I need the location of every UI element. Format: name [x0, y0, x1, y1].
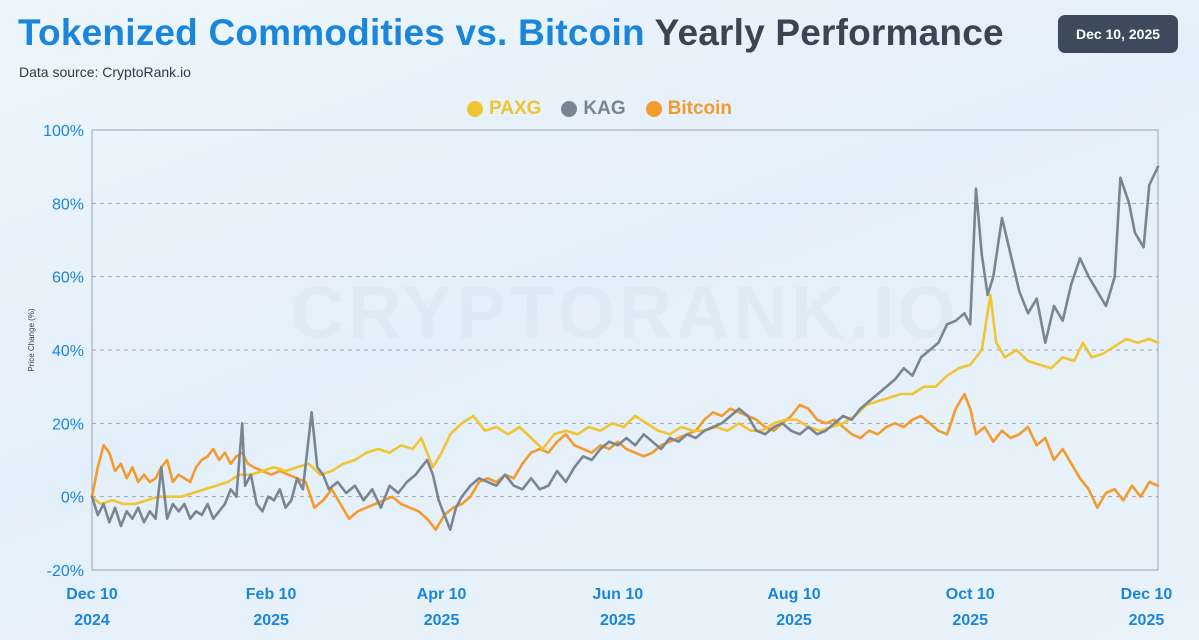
series-line-bitcoin [90, 392, 1160, 532]
y-tick-label: 80% [52, 196, 84, 213]
x-tick-year: 2025 [253, 612, 289, 629]
y-axis-label: Price Change (%) [27, 308, 36, 371]
y-tick-label: -20% [47, 563, 84, 580]
x-tick-year: 2024 [74, 612, 110, 629]
x-tick-label: Feb 10 [246, 586, 297, 603]
legend-label-kag: KAG [583, 98, 626, 119]
y-tick-label: 60% [52, 270, 84, 287]
legend-item-kag: KAG [561, 98, 626, 120]
chart-legend: PAXG KAG Bitcoin [0, 98, 1199, 120]
y-tick-label: 40% [52, 343, 84, 360]
x-tick-label: Apr 10 [417, 586, 467, 603]
series-line-paxg [90, 293, 1160, 506]
x-tick-year: 2025 [600, 612, 636, 629]
x-tick-label: Jun 10 [592, 586, 643, 603]
legend-dot-kag [561, 101, 578, 117]
data-source: Data source: CryptoRank.io [19, 64, 191, 80]
legend-item-bitcoin: Bitcoin [645, 98, 733, 120]
x-tick-year: 2025 [776, 612, 812, 629]
series-line-kag [90, 165, 1160, 532]
x-tick-year: 2025 [1129, 612, 1165, 629]
y-tick-label: 0% [61, 490, 84, 507]
x-tick-label: Oct 10 [946, 586, 995, 603]
legend-dot-bitcoin [645, 101, 662, 117]
x-tick-label: Dec 10 [1121, 586, 1173, 603]
legend-dot-paxg [466, 101, 483, 117]
x-tick-label: Aug 10 [767, 586, 820, 603]
x-tick-label: Dec 10 [66, 586, 118, 603]
y-tick-label: 20% [52, 416, 84, 433]
watermark: CRYPTORANK.IO [291, 271, 960, 354]
legend-label-bitcoin: Bitcoin [667, 98, 733, 119]
legend-item-paxg: PAXG [466, 98, 542, 120]
x-tick-year: 2025 [952, 612, 988, 629]
date-badge: Dec 10, 2025 [1058, 15, 1178, 53]
y-tick-label: 100% [43, 123, 84, 140]
x-tick-year: 2025 [424, 612, 460, 629]
title-highlight: Tokenized Commodities vs. Bitcoin [18, 12, 645, 53]
legend-label-paxg: PAXG [488, 98, 542, 119]
title-rest: Yearly Performance [654, 12, 1004, 53]
chart-title: Tokenized Commodities vs. Bitcoin Yearly… [18, 12, 1004, 54]
